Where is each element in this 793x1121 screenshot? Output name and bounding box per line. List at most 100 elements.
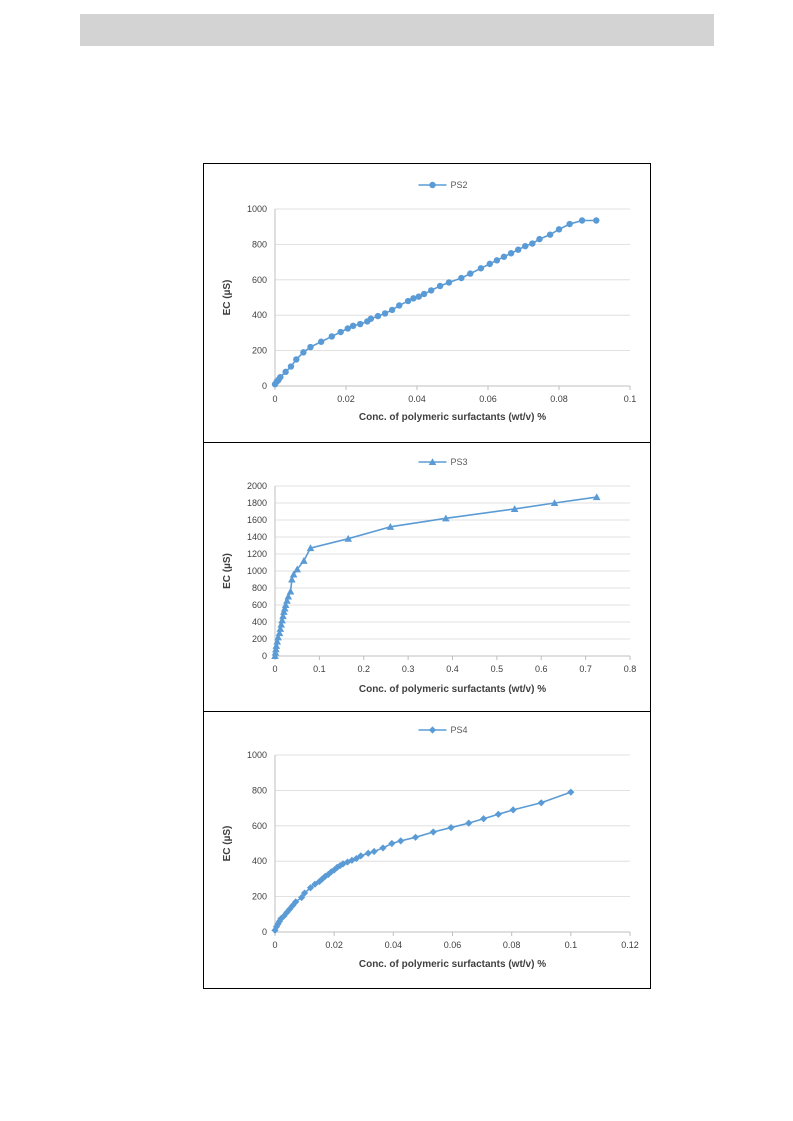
data-point: [404, 297, 412, 305]
data-point: [344, 325, 351, 332]
data-point: [592, 493, 601, 501]
y-tick-label: 1800: [247, 498, 267, 508]
data-point: [500, 253, 508, 260]
x-tick-label: 0.02: [337, 394, 355, 404]
y-tick-label: 400: [252, 856, 267, 866]
y-tick-label: 0: [262, 651, 267, 661]
y-tick-label: 600: [252, 821, 267, 831]
data-point: [396, 302, 403, 309]
data-point: [300, 349, 307, 356]
data-point: [311, 880, 319, 888]
series-line: [274, 219, 597, 385]
x-tick-label: 0.06: [444, 940, 462, 950]
data-point: [357, 320, 364, 328]
y-tick-label: 0: [262, 381, 267, 391]
data-point: [467, 270, 474, 277]
y-tick-label: 400: [252, 617, 267, 627]
data-point: [379, 844, 387, 852]
legend-label: PS4: [451, 725, 468, 735]
x-tick-label: 0.08: [503, 940, 521, 950]
data-point: [410, 295, 417, 302]
data-point: [493, 257, 501, 264]
data-point: [344, 534, 353, 542]
data-point: [447, 823, 455, 832]
x-tick-label: 0.1: [565, 940, 578, 950]
data-point: [370, 847, 378, 856]
data-point: [300, 557, 308, 564]
data-point: [428, 287, 435, 294]
data-point: [593, 217, 600, 224]
data-point: [283, 596, 291, 604]
data-point: [333, 863, 341, 871]
data-point: [277, 620, 286, 628]
data-point: [367, 315, 375, 322]
x-tick-label: 0: [272, 940, 277, 950]
data-point: [388, 839, 396, 848]
y-tick-label: 2000: [247, 481, 267, 491]
data-point: [293, 565, 301, 573]
x-tick-label: 0.04: [408, 394, 426, 404]
data-point: [293, 356, 300, 363]
x-tick-label: 0.6: [535, 664, 548, 674]
data-point: [289, 570, 298, 578]
legend-label: PS2: [451, 180, 468, 190]
data-point: [510, 505, 519, 512]
data-point: [479, 815, 488, 823]
data-point: [277, 373, 284, 381]
y-tick-label: 400: [252, 310, 267, 320]
x-tick-label: 0.7: [579, 664, 592, 674]
chart-panel-ps2: 0 200 400 600 800 1000 0 0.02 0.04 0.06 0.08 0.1 Con…: [204, 164, 650, 443]
data-point: [486, 260, 493, 268]
x-tick-label: 0: [272, 664, 277, 674]
y-tick-label: 200: [252, 634, 267, 644]
data-point: [555, 226, 563, 233]
data-point: [537, 799, 545, 807]
data-point: [388, 306, 396, 314]
data-point: [445, 279, 453, 286]
y-tick-label: 1000: [247, 566, 267, 576]
y-tick-label: 800: [252, 785, 267, 795]
x-tick-label: 0.06: [479, 394, 497, 404]
data-point: [566, 220, 573, 228]
data-point: [536, 235, 543, 243]
data-point: [514, 246, 522, 253]
chart-ps3: 0 200 400 600 800 1000 1200 1400 1600 1800 2000 0 0.…: [222, 457, 636, 695]
data-point: [324, 870, 332, 879]
data-point: [364, 849, 372, 857]
x-tick-label: 0.12: [621, 940, 639, 950]
data-point: [420, 290, 428, 298]
data-point: [550, 499, 559, 507]
y-tick-label: 1000: [247, 750, 267, 760]
data-point: [284, 592, 293, 600]
data-point: [567, 788, 575, 796]
y-tick-label: 800: [252, 239, 267, 249]
data-point: [306, 544, 315, 552]
y-axis-title: EC (µS): [222, 280, 233, 316]
chart-ps2: 0 200 400 600 800 1000 0 0.02 0.04 0.06 0.08 0.1 Con…: [222, 180, 636, 423]
data-point: [272, 642, 281, 649]
x-tick-label: 0: [272, 394, 277, 404]
x-tick-label: 0.2: [357, 664, 370, 674]
x-axis-title: Conc. of polymeric surfactants (wt/v) %: [359, 684, 546, 695]
header-bar: [80, 14, 714, 46]
y-tick-label: 1200: [247, 549, 267, 559]
legend-marker: [428, 458, 437, 466]
chart-ps4: 0 200 400 600 800 1000 0 0.02 0.04 0.06 0.08 0.1 0.1…: [222, 725, 639, 970]
data-point: [287, 363, 295, 370]
x-tick-label: 0.3: [402, 664, 415, 674]
data-point: [442, 514, 450, 522]
x-tick-label: 0.1: [313, 664, 326, 674]
y-tick-label: 200: [252, 346, 267, 356]
y-tick-label: 200: [252, 892, 267, 902]
x-axis-title: Conc. of polymeric surfactants (wt/v) %: [359, 412, 546, 423]
x-tick-label: 0.5: [491, 664, 504, 674]
figure-frame: 0 200 400 600 800 1000 0 0.02 0.04 0.06 0.08 0.1 Con…: [203, 163, 651, 989]
data-point: [374, 312, 382, 320]
data-point: [282, 368, 289, 376]
data-point: [458, 274, 465, 282]
data-point: [436, 282, 444, 290]
data-point: [286, 587, 295, 595]
data-point: [477, 265, 485, 272]
data-point: [349, 322, 357, 330]
y-tick-label: 1000: [247, 204, 267, 214]
